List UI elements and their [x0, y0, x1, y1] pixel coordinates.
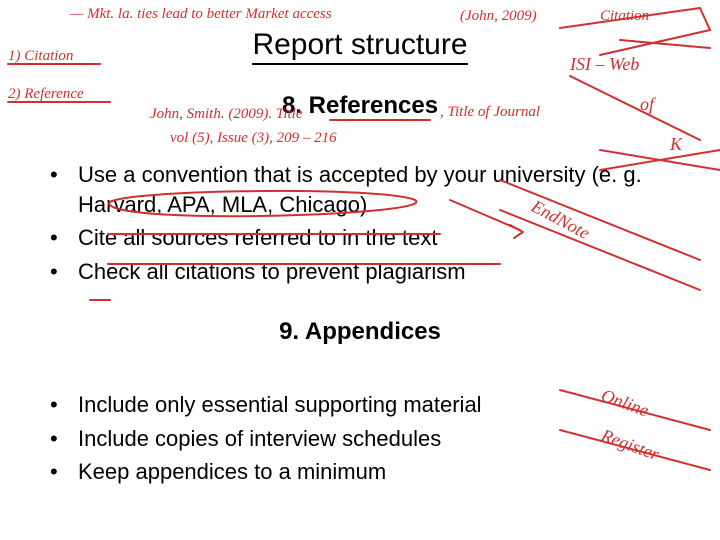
bullet-mark: •	[50, 424, 78, 454]
bullet-text: Check all citations to prevent plagiaris…	[78, 257, 680, 287]
svg-text:Citation: Citation	[600, 8, 649, 24]
title-text: Report structure	[252, 28, 467, 65]
page-title: Report structure	[0, 28, 720, 62]
section-heading-appendices: 9. Appendices	[0, 318, 720, 346]
bullet-item: •Use a convention that is accepted by yo…	[50, 160, 680, 219]
svg-text:vol (5), Issue (3), 209 – 216: vol (5), Issue (3), 209 – 216	[170, 130, 337, 146]
bullet-list-appendices: •Include only essential supporting mater…	[50, 390, 680, 491]
slide: Report structure 8. References •Use a co…	[0, 0, 720, 540]
bullet-item: •Include only essential supporting mater…	[50, 390, 680, 420]
bullet-mark: •	[50, 223, 78, 253]
section-heading-references: 8. References	[0, 92, 720, 120]
svg-text:— Mkt. la. ties lead to better: — Mkt. la. ties lead to better Market ac…	[69, 6, 332, 22]
bullet-text: Use a convention that is accepted by you…	[78, 160, 680, 219]
bullet-text: Keep appendices to a minimum	[78, 457, 680, 487]
bullet-text: Cite all sources referred to in the text	[78, 223, 680, 253]
bullet-item: •Cite all sources referred to in the tex…	[50, 223, 680, 253]
bullet-mark: •	[50, 160, 78, 219]
bullet-mark: •	[50, 390, 78, 420]
bullet-mark: •	[50, 457, 78, 487]
bullet-text: Include only essential supporting materi…	[78, 390, 680, 420]
svg-text:K: K	[669, 134, 683, 154]
bullet-list-references: •Use a convention that is accepted by yo…	[50, 160, 680, 291]
bullet-item: •Check all citations to prevent plagiari…	[50, 257, 680, 287]
bullet-item: •Include copies of interview schedules	[50, 424, 680, 454]
bullet-mark: •	[50, 257, 78, 287]
svg-text:(John, 2009): (John, 2009)	[460, 8, 537, 24]
bullet-text: Include copies of interview schedules	[78, 424, 680, 454]
bullet-item: •Keep appendices to a minimum	[50, 457, 680, 487]
